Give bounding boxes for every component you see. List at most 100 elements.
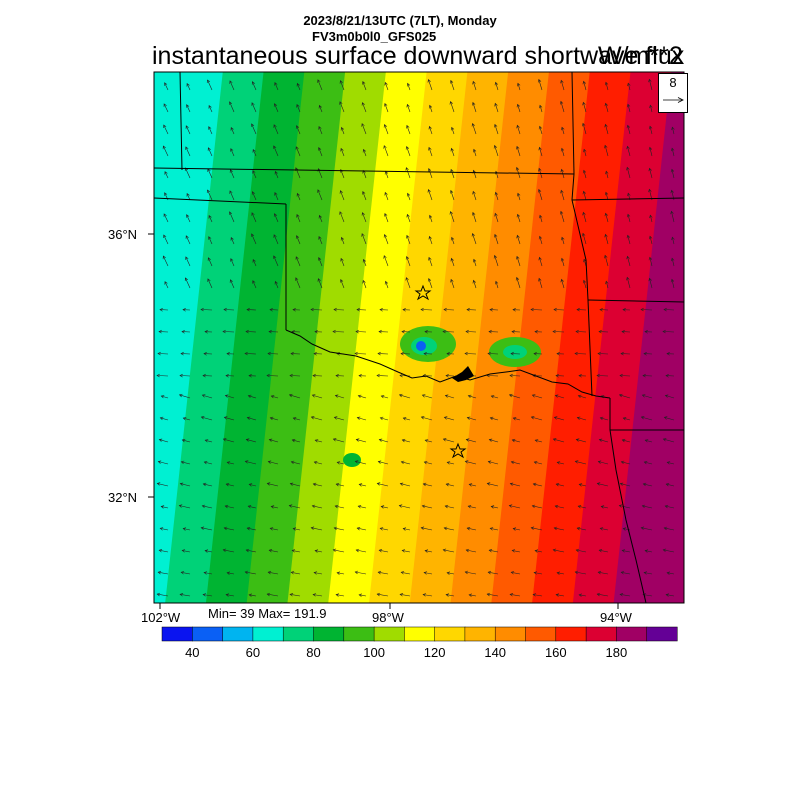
wind-vector-head bbox=[383, 145, 387, 149]
wind-vector-head bbox=[178, 393, 183, 398]
wind-vector bbox=[226, 483, 235, 487]
wind-vector-head bbox=[247, 505, 252, 509]
wind-vector-head bbox=[362, 148, 366, 153]
wind-vector bbox=[385, 171, 389, 179]
wind-vector-head bbox=[662, 329, 666, 334]
wind-vector bbox=[362, 212, 367, 223]
wind-vector bbox=[270, 528, 279, 531]
wind-vector bbox=[380, 417, 389, 421]
wind-vector-head bbox=[472, 80, 476, 85]
wind-vector bbox=[160, 417, 169, 421]
wind-vector bbox=[450, 279, 455, 289]
wind-vector-head bbox=[252, 149, 256, 153]
wind-vector bbox=[251, 212, 257, 223]
wind-vector-head bbox=[449, 101, 453, 105]
wind-vector bbox=[429, 126, 433, 135]
wind-vector-head bbox=[355, 329, 359, 334]
wind-vector bbox=[251, 123, 257, 135]
border-ar-west bbox=[587, 299, 593, 397]
wind-vector-head bbox=[582, 279, 587, 284]
wind-vector bbox=[337, 462, 345, 465]
colorbar-tick-label: 100 bbox=[363, 645, 385, 660]
wind-vector-head bbox=[314, 439, 319, 443]
wind-vector-head bbox=[377, 351, 381, 356]
wind-vector bbox=[560, 211, 565, 223]
wind-vector bbox=[451, 258, 455, 267]
wind-vector-head bbox=[406, 213, 410, 218]
wind-vector-head bbox=[576, 527, 581, 531]
wind-vector bbox=[517, 214, 521, 223]
wind-vector bbox=[494, 213, 499, 223]
wind-vector bbox=[597, 593, 609, 597]
wind-vector bbox=[517, 193, 521, 201]
wind-vector bbox=[619, 375, 631, 377]
wind-vector bbox=[208, 257, 213, 267]
wind-vector bbox=[512, 550, 521, 553]
wind-vector-head bbox=[538, 235, 543, 240]
wind-vector-head bbox=[354, 460, 359, 464]
wind-vector-head bbox=[509, 373, 513, 378]
wind-vector-head bbox=[158, 549, 163, 553]
wind-vector bbox=[649, 168, 653, 179]
wind-vector bbox=[340, 258, 345, 267]
wind-vector bbox=[158, 461, 169, 465]
wind-vector-head bbox=[532, 373, 536, 378]
wind-vector-head bbox=[466, 527, 471, 531]
wind-vector bbox=[539, 147, 543, 157]
wind-vector bbox=[380, 528, 389, 531]
wind-vector-head bbox=[556, 352, 560, 356]
wind-vector-head bbox=[582, 190, 586, 195]
wind-vector bbox=[230, 169, 235, 179]
wind-vector-head bbox=[296, 82, 300, 87]
wind-vector-head bbox=[384, 280, 389, 285]
wind-vector-head bbox=[273, 103, 278, 107]
wind-vector-head bbox=[627, 82, 631, 87]
wind-vector bbox=[201, 416, 213, 421]
wind-vector bbox=[317, 79, 323, 91]
wind-vector-head bbox=[318, 236, 322, 240]
wind-vector bbox=[207, 79, 213, 91]
wind-vector bbox=[224, 417, 235, 421]
wind-vector bbox=[334, 527, 345, 531]
wind-vector-head bbox=[400, 351, 404, 356]
wind-vector-head bbox=[621, 438, 626, 443]
wind-vector-head bbox=[164, 171, 168, 175]
wind-vector bbox=[161, 506, 169, 509]
wind-vector-head bbox=[509, 593, 514, 597]
wind-vector bbox=[495, 82, 499, 91]
wind-vector bbox=[450, 211, 455, 223]
wind-vector-head bbox=[295, 256, 299, 260]
wind-vector-head bbox=[428, 104, 433, 109]
wind-vector bbox=[649, 147, 653, 157]
wind-vector-head bbox=[317, 278, 321, 282]
wind-vector-head bbox=[510, 460, 515, 465]
min-max-stats: Min= 39 Max= 191.9 bbox=[208, 606, 327, 621]
wind-vector bbox=[315, 439, 323, 443]
wind-vector bbox=[179, 505, 191, 509]
wind-vector-head bbox=[620, 351, 624, 356]
colorbar-swatch bbox=[525, 626, 557, 642]
wind-vector bbox=[377, 483, 389, 487]
wind-vector bbox=[539, 105, 543, 113]
wind-vector bbox=[207, 278, 213, 289]
wind-vector-head bbox=[159, 416, 164, 421]
wind-vector-head bbox=[252, 259, 256, 263]
vector-key-arrow bbox=[663, 97, 684, 103]
wind-vector bbox=[204, 461, 213, 465]
wind-vector bbox=[275, 281, 279, 289]
wind-vector-head bbox=[516, 234, 520, 239]
colorbar-swatch bbox=[585, 626, 617, 642]
wind-vector bbox=[582, 233, 587, 245]
wind-vector bbox=[362, 191, 367, 201]
wind-vector-head bbox=[181, 438, 186, 443]
wind-vector-head bbox=[532, 482, 537, 487]
wind-vector bbox=[359, 594, 367, 597]
wind-vector-head bbox=[406, 192, 411, 197]
wind-vector-head bbox=[670, 168, 675, 173]
colorbar-tick-label: 60 bbox=[246, 645, 260, 660]
wind-vector-head bbox=[313, 571, 318, 575]
wind-vector bbox=[621, 461, 631, 465]
wind-vector bbox=[333, 438, 345, 443]
wind-vector-head bbox=[450, 126, 455, 131]
wind-vector bbox=[627, 125, 631, 135]
